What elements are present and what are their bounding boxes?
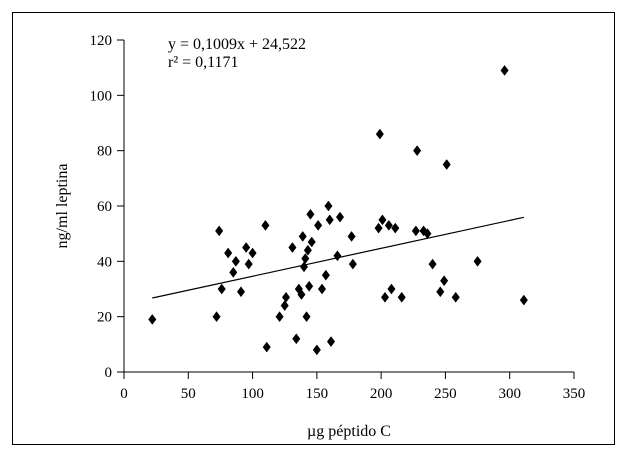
scatter-point bbox=[391, 222, 400, 234]
data-points bbox=[148, 65, 528, 356]
scatter-point bbox=[302, 311, 311, 323]
scatter-point bbox=[215, 225, 224, 237]
scatter-point bbox=[297, 289, 306, 300]
scatter-point bbox=[262, 341, 271, 353]
scatter-point bbox=[440, 275, 449, 287]
y-axis-label: ng/ml leptina bbox=[54, 164, 71, 249]
scatter-point bbox=[380, 291, 390, 303]
scatter-point bbox=[217, 283, 226, 295]
scatter-point bbox=[231, 255, 240, 267]
scatter-point bbox=[298, 231, 307, 242]
scatter-point bbox=[473, 255, 482, 267]
scatter-point bbox=[451, 291, 460, 303]
scatter-point bbox=[384, 219, 393, 231]
scatter-point bbox=[288, 242, 297, 253]
scatter-point bbox=[378, 214, 387, 226]
scatter-point bbox=[212, 311, 221, 323]
scatter-point bbox=[326, 336, 336, 347]
trendline-group bbox=[152, 216, 524, 299]
x-tick-label: 350 bbox=[563, 386, 586, 402]
scatter-point bbox=[442, 159, 451, 170]
scatter-point bbox=[428, 258, 437, 270]
y-tick-label: 40 bbox=[97, 254, 112, 270]
scatter-point bbox=[244, 258, 253, 270]
y-tick-label: 60 bbox=[97, 199, 112, 215]
x-tick-label: 150 bbox=[306, 386, 329, 402]
scatter-point bbox=[148, 314, 157, 325]
scatter-point bbox=[307, 236, 316, 248]
y-tick-label: 100 bbox=[90, 88, 113, 104]
scatter-point bbox=[413, 145, 422, 157]
scatter-point bbox=[519, 294, 528, 306]
scatter-point bbox=[347, 231, 356, 242]
scatter-point bbox=[224, 247, 233, 259]
scatter-point bbox=[348, 258, 357, 270]
scatter-point bbox=[303, 244, 312, 256]
scatter-point bbox=[436, 286, 445, 298]
r-squared-label: r² = 0,1171 bbox=[168, 54, 239, 71]
scatter-point bbox=[387, 283, 396, 295]
scatter-point bbox=[280, 300, 289, 312]
x-tick-label: 200 bbox=[370, 386, 393, 402]
trendline bbox=[152, 216, 524, 299]
scatter-point bbox=[324, 200, 333, 212]
scatter-point bbox=[397, 291, 406, 303]
scatter-point bbox=[275, 311, 284, 323]
scatter-point bbox=[500, 65, 509, 76]
scatter-point bbox=[312, 344, 321, 356]
scatter-point bbox=[333, 250, 342, 262]
x-tick-label: 250 bbox=[434, 386, 457, 402]
chart-frame bbox=[12, 12, 615, 445]
scatter-point bbox=[306, 208, 315, 220]
scatter-point bbox=[229, 266, 238, 278]
y-tick-label: 0 bbox=[105, 365, 113, 381]
x-tick-label: 50 bbox=[181, 386, 196, 402]
scatter-point bbox=[242, 242, 251, 253]
scatter-point bbox=[314, 219, 323, 231]
ticks: 0 50 100 150 200 250 300 350 0 20 40 60 80 100 120 bbox=[90, 33, 586, 402]
scatter-point bbox=[335, 211, 345, 223]
scatter-point bbox=[374, 222, 383, 234]
scatter-point bbox=[261, 219, 270, 231]
scatter-point bbox=[301, 253, 310, 264]
scatter-point bbox=[236, 286, 246, 298]
scatter-point bbox=[248, 247, 257, 259]
scatter-point bbox=[281, 291, 291, 303]
x-axis-label: µg péptido C bbox=[307, 423, 391, 440]
scatter-point bbox=[299, 261, 309, 273]
scatter-point bbox=[292, 333, 301, 345]
x-tick-label: 0 bbox=[120, 386, 128, 402]
scatter-point bbox=[325, 214, 334, 226]
scatter-point bbox=[375, 128, 384, 140]
y-tick-label: 80 bbox=[97, 144, 112, 160]
equation-label: y = 0,1009x + 24,522 bbox=[168, 36, 306, 53]
y-tick-label: 20 bbox=[97, 310, 112, 326]
scatter-point bbox=[305, 280, 314, 292]
x-tick-label: 100 bbox=[241, 386, 264, 402]
scatter-point bbox=[321, 269, 330, 281]
y-tick-label: 120 bbox=[90, 33, 113, 49]
axes bbox=[123, 40, 574, 373]
scatter-point bbox=[317, 283, 327, 295]
x-tick-label: 300 bbox=[498, 386, 521, 402]
scatter-point bbox=[411, 225, 420, 237]
